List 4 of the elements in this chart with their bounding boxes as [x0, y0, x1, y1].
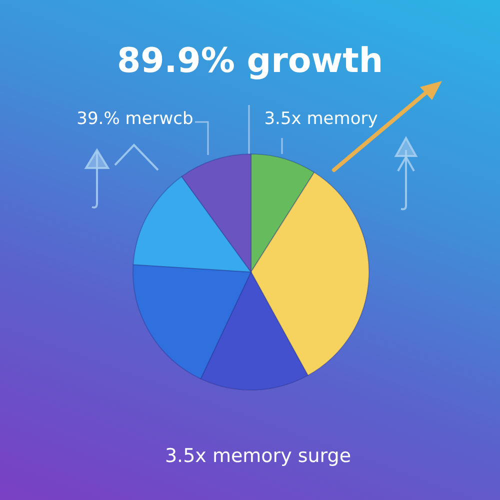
chart-title: 89.9% growth — [116, 41, 384, 81]
text: 3.5x memory — [264, 109, 378, 129]
text: 39.% merwcb — [76, 109, 194, 129]
text: 3.5x memory surge — [164, 445, 352, 467]
